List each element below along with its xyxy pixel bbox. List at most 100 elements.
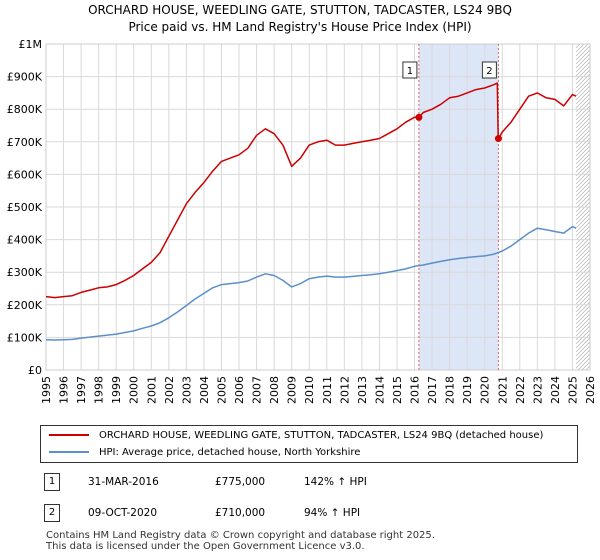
x-tick-label: 1997 (75, 376, 88, 404)
forecast-hatch (575, 173, 591, 189)
forecast-hatch (575, 185, 591, 201)
y-tick-label: £0 (28, 364, 42, 377)
forecast-hatch (575, 77, 591, 93)
forecast-hatch (575, 109, 591, 125)
forecast-hatch (575, 121, 591, 137)
y-tick-label: £600K (7, 168, 43, 181)
forecast-hatch (575, 157, 591, 173)
x-tick-label: 2012 (338, 376, 351, 404)
x-tick-label: 2017 (426, 376, 439, 404)
x-tick-label: 2015 (391, 376, 404, 404)
forecast-hatch (575, 277, 591, 293)
x-tick-label: 2004 (198, 376, 211, 404)
forecast-hatch (575, 165, 591, 181)
forecast-hatch (575, 49, 591, 65)
x-tick-label: 2013 (356, 376, 369, 404)
y-tick-label: £400K (7, 234, 43, 247)
hpi-line (45, 225, 577, 341)
sale-2-label-box (481, 61, 497, 79)
y-tick-label: £300K (7, 266, 43, 279)
forecast-hatch (575, 197, 591, 213)
forecast-hatch (575, 233, 591, 249)
x-tick-label: 2009 (286, 376, 299, 404)
sale-2-label: 2 (486, 66, 492, 77)
forecast-hatch (575, 177, 591, 193)
forecast-hatch (575, 43, 581, 49)
forecast-hatch (575, 97, 591, 113)
sale-hpi-1: 142% ↑ HPI (304, 476, 367, 488)
x-tick-label: 2002 (163, 376, 176, 404)
forecast-hatch (575, 141, 591, 157)
price-chart: ORCHARD HOUSE, WEEDLING GATE, STUTTON, T… (7, 3, 597, 404)
forecast-hatch (575, 209, 591, 225)
forecast-hatch (575, 333, 591, 349)
forecast-hatch (575, 169, 591, 185)
x-tick-label: 2025 (566, 376, 579, 404)
chart-subtitle: Price paid vs. HM Land Registry's House … (128, 20, 471, 34)
x-tick-label: 2014 (373, 376, 386, 404)
forecast-hatch (575, 161, 591, 177)
forecast-hatch (575, 245, 591, 261)
x-tick-label: 2006 (233, 376, 246, 404)
forecast-hatch (575, 85, 591, 101)
chart-title: ORCHARD HOUSE, WEEDLING GATE, STUTTON, T… (88, 3, 512, 17)
forecast-hatch (575, 217, 591, 233)
sale-price-1: £775,000 (215, 476, 266, 488)
y-tick-label: £1M (19, 38, 43, 51)
sale-1-label-box (402, 61, 418, 79)
x-tick-label: 2005 (215, 376, 228, 404)
sale-price-2: £710,000 (215, 507, 266, 519)
chart-legend: ORCHARD HOUSE, WEEDLING GATE, STUTTON, T… (40, 425, 578, 463)
y-tick-label: £100K (7, 331, 43, 344)
forecast-hatch (575, 57, 591, 73)
forecast-hatch (575, 345, 591, 361)
forecast-hatch (575, 117, 591, 133)
x-tick-label: 2020 (479, 376, 492, 404)
y-tick-label: £200K (7, 299, 43, 312)
forecast-hatch (575, 133, 591, 149)
forecast-hatch (575, 149, 591, 165)
x-tick-label: 2021 (496, 376, 509, 404)
forecast-hatch (575, 53, 591, 69)
legend-swatch-hpi (49, 451, 89, 453)
x-tick-label: 2023 (531, 376, 544, 404)
forecast-hatch (575, 305, 591, 321)
forecast-hatch (575, 353, 591, 369)
sale-1-marker (415, 113, 423, 121)
x-tick-label: 2003 (180, 376, 193, 404)
sale-2-marker (494, 135, 502, 143)
forecast-hatch (575, 61, 591, 77)
forecast-hatch (575, 145, 591, 161)
forecast-hatch (575, 125, 591, 141)
x-tick-label: 2019 (461, 376, 474, 404)
legend-item-price: ORCHARD HOUSE, WEEDLING GATE, STUTTON, T… (49, 428, 543, 444)
forecast-hatch (575, 137, 591, 153)
forecast-hatch (575, 89, 591, 105)
forecast-hatch (575, 253, 591, 269)
sale-1-label: 1 (407, 66, 413, 77)
forecast-hatch (575, 153, 591, 169)
x-tick-label: 2010 (303, 376, 316, 404)
y-tick-label: £700K (7, 136, 43, 149)
forecast-hatch (575, 105, 591, 121)
legend-item-hpi: HPI: Average price, detached house, Nort… (49, 445, 360, 461)
forecast-hatch (575, 93, 591, 109)
forecast-hatch (575, 317, 591, 333)
x-tick-label: 2026 (584, 376, 597, 404)
sale-hpi-2: 94% ↑ HPI (304, 507, 361, 519)
legend-label-price: ORCHARD HOUSE, WEEDLING GATE, STUTTON, T… (99, 430, 544, 441)
forecast-hatch (575, 293, 591, 309)
forecast-hatch (575, 43, 589, 57)
plot-frame (45, 43, 591, 371)
forecast-hatch (575, 237, 591, 253)
sale-badge-2: 2 (44, 504, 60, 522)
forecast-hatch (575, 241, 591, 257)
legend-label-hpi: HPI: Average price, detached house, Nort… (99, 447, 361, 458)
x-tick-label: 2022 (514, 376, 527, 404)
footer-line-1: Contains HM Land Registry data © Crown c… (46, 530, 435, 541)
x-tick-label: 2007 (251, 376, 264, 404)
forecast-hatch (575, 229, 591, 245)
forecast-hatch (575, 337, 591, 353)
sale-badge-1: 1 (44, 473, 60, 491)
forecast-hatch (575, 301, 591, 317)
